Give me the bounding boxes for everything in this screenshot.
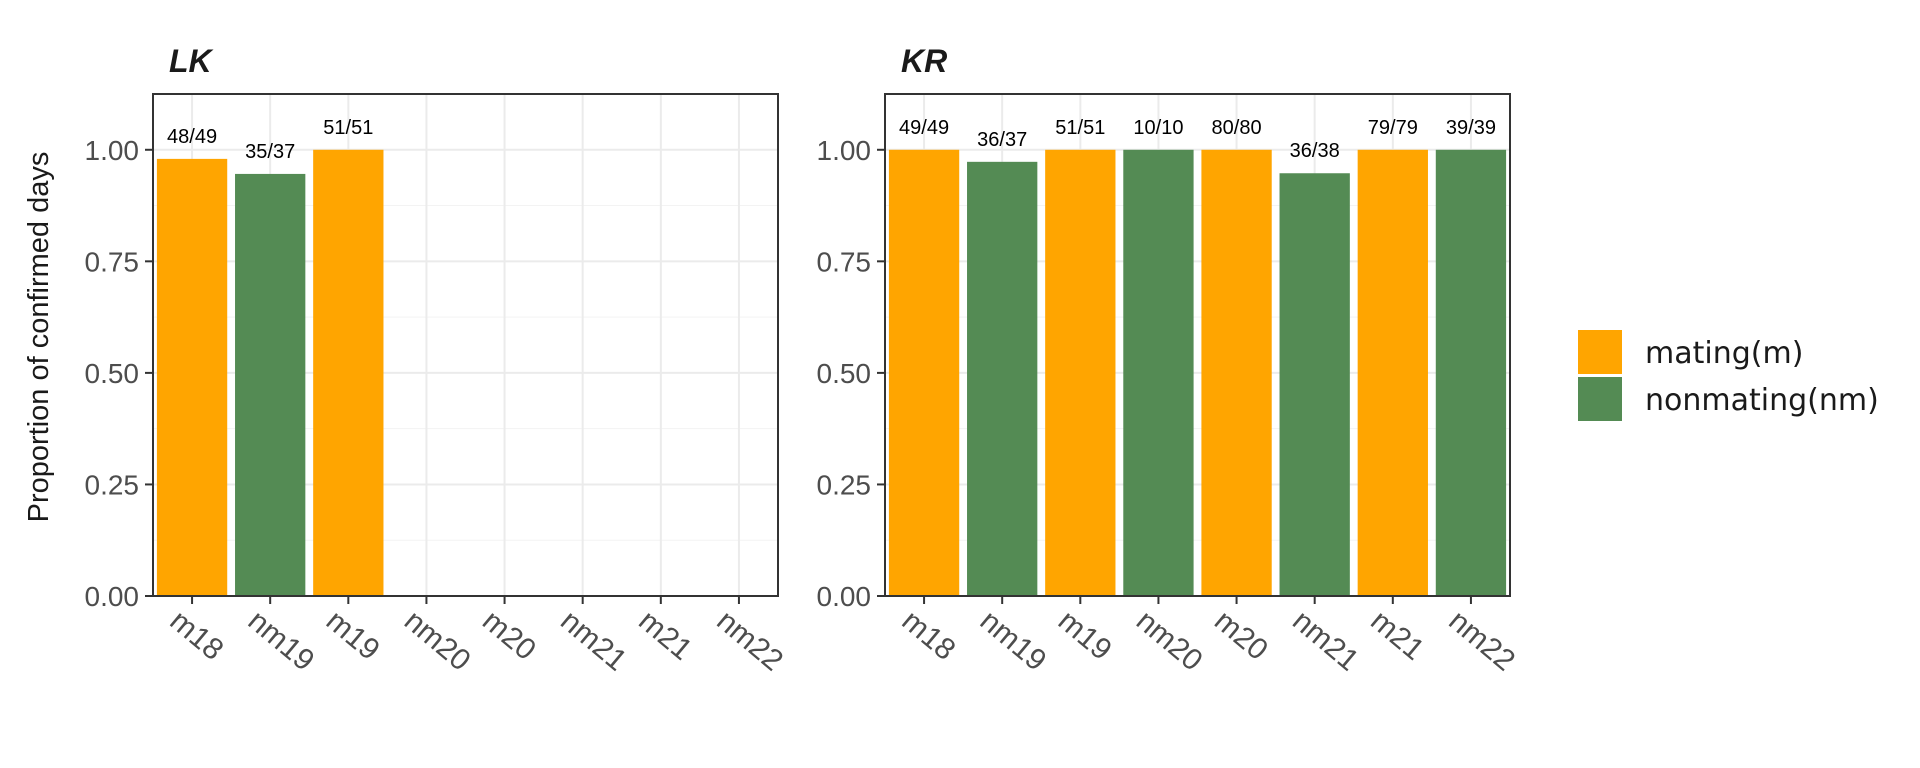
- x-tick-label: m20: [476, 604, 542, 667]
- panel-title: LK: [169, 43, 215, 79]
- x-tick-label: nm19: [974, 604, 1053, 678]
- x-tick-label: m19: [320, 604, 386, 667]
- x-tick-label: m21: [632, 604, 698, 667]
- y-tick-label: 0.50: [85, 358, 140, 389]
- x-tick-label: nm19: [242, 604, 321, 678]
- legend-label-nonmating: nonmating(nm): [1645, 383, 1879, 418]
- bar-m19: [313, 149, 384, 596]
- bar-nm21: [1279, 173, 1350, 596]
- bar-nm22: [1435, 149, 1507, 596]
- y-tick-label: 0.50: [817, 358, 872, 389]
- y-tick-label: 1.00: [85, 135, 140, 166]
- y-tick-label: 1.00: [817, 135, 872, 166]
- y-tick-label: 0.75: [85, 246, 140, 277]
- y-tick-label: 0.75: [817, 246, 872, 277]
- x-tick-label: m20: [1208, 604, 1274, 667]
- bar-m21: [1357, 149, 1428, 596]
- legend-swatch-mating: [1578, 330, 1622, 374]
- bar-label: 36/37: [977, 129, 1027, 151]
- legend: mating(m) nonmating(nm): [1578, 330, 1879, 421]
- bar-nm20: [1123, 149, 1194, 596]
- panels: LK 0.00 0.25 0.50 0.75 1.00 48/49 m18 35/37 nm19 5…: [85, 43, 1522, 678]
- y-tick-label: 0.00: [85, 581, 140, 612]
- y-axis-label: Proportion of confirmed days: [23, 152, 55, 523]
- x-tick-label: nm22: [1442, 604, 1521, 678]
- bar-label: 49/49: [899, 117, 949, 139]
- x-tick-label: nm20: [398, 604, 477, 678]
- x-tick-label: m21: [1364, 604, 1430, 667]
- panel-lk: LK 0.00 0.25 0.50 0.75 1.00 48/49 m18 35/37 nm19 5…: [85, 43, 790, 678]
- bar-m18: [156, 158, 228, 596]
- bar-label: 35/37: [245, 141, 295, 163]
- bar-label: 51/51: [323, 117, 373, 139]
- bar-label: 10/10: [1133, 117, 1183, 139]
- x-tick-label: m19: [1052, 604, 1118, 667]
- x-tick-label: m18: [164, 604, 230, 667]
- bar-nm19: [967, 161, 1038, 596]
- bar-label: 80/80: [1212, 117, 1262, 139]
- legend-swatch-nonmating: [1578, 377, 1622, 421]
- x-tick-label: nm21: [1286, 604, 1365, 678]
- legend-label-mating: mating(m): [1645, 336, 1803, 371]
- bar-label: 51/51: [1055, 117, 1105, 139]
- bar-label: 36/38: [1290, 140, 1340, 162]
- bar-label: 48/49: [167, 126, 217, 148]
- bar-m19: [1045, 149, 1116, 596]
- bar-m20: [1201, 149, 1272, 596]
- panel-kr: KR 0.00 0.25 0.50 0.75 1.00 49/49 m18 36/37 nm19 5…: [817, 43, 1522, 678]
- x-tick-label: nm20: [1130, 604, 1209, 678]
- x-tick-label: m18: [896, 604, 962, 667]
- y-tick-label: 0.25: [817, 469, 872, 500]
- bar-nm19: [235, 173, 306, 596]
- y-tick-label: 0.25: [85, 469, 140, 500]
- bar-m18: [888, 149, 960, 596]
- panel-border: [884, 93, 1511, 597]
- x-tick-label: nm22: [710, 604, 789, 678]
- x-tick-label: nm21: [554, 604, 633, 678]
- bar-label: 39/39: [1446, 117, 1496, 139]
- bar-label: 79/79: [1368, 117, 1418, 139]
- y-tick-label: 0.00: [817, 581, 872, 612]
- panel-border: [152, 93, 779, 597]
- panel-title: KR: [901, 43, 947, 79]
